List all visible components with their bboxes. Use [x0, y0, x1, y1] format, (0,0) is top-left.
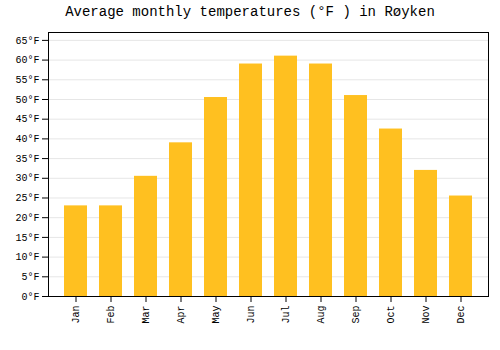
svg-text:40°F: 40°F [15, 134, 39, 145]
svg-text:20°F: 20°F [15, 213, 39, 224]
html-text:Average monthly temperatures (: Average monthly temperatures (°F ) in Rø… [65, 4, 435, 20]
svg-text:60°F: 60°F [15, 55, 39, 66]
svg-text:Sep: Sep [351, 306, 362, 324]
svg-text:Mar: Mar [141, 306, 152, 324]
svg-text:Feb: Feb [106, 306, 117, 324]
svg-text:10°F: 10°F [15, 252, 39, 263]
svg-text:45°F: 45°F [15, 114, 39, 125]
svg-text:65°F: 65°F [15, 36, 39, 47]
svg-text:25°F: 25°F [15, 193, 39, 204]
svg-text:May: May [211, 306, 222, 324]
svg-text:50°F: 50°F [15, 95, 39, 106]
svg-text:35°F: 35°F [15, 154, 39, 165]
svg-text:Jun: Jun [246, 306, 257, 324]
svg-text:Oct: Oct [386, 306, 397, 324]
svg-text:15°F: 15°F [15, 233, 39, 244]
svg-text:0°F: 0°F [21, 292, 39, 303]
svg-text:5°F: 5°F [21, 272, 39, 283]
svg-text:Nov: Nov [421, 306, 432, 324]
svg-text:Aug: Aug [316, 306, 327, 324]
svg-text:Jan: Jan [71, 306, 82, 324]
svg-text:Jul: Jul [281, 306, 292, 324]
svg-text:Dec: Dec [456, 306, 467, 324]
svg-text:55°F: 55°F [15, 75, 39, 86]
svg-text:30°F: 30°F [15, 173, 39, 184]
svg-text:Apr: Apr [176, 306, 187, 324]
